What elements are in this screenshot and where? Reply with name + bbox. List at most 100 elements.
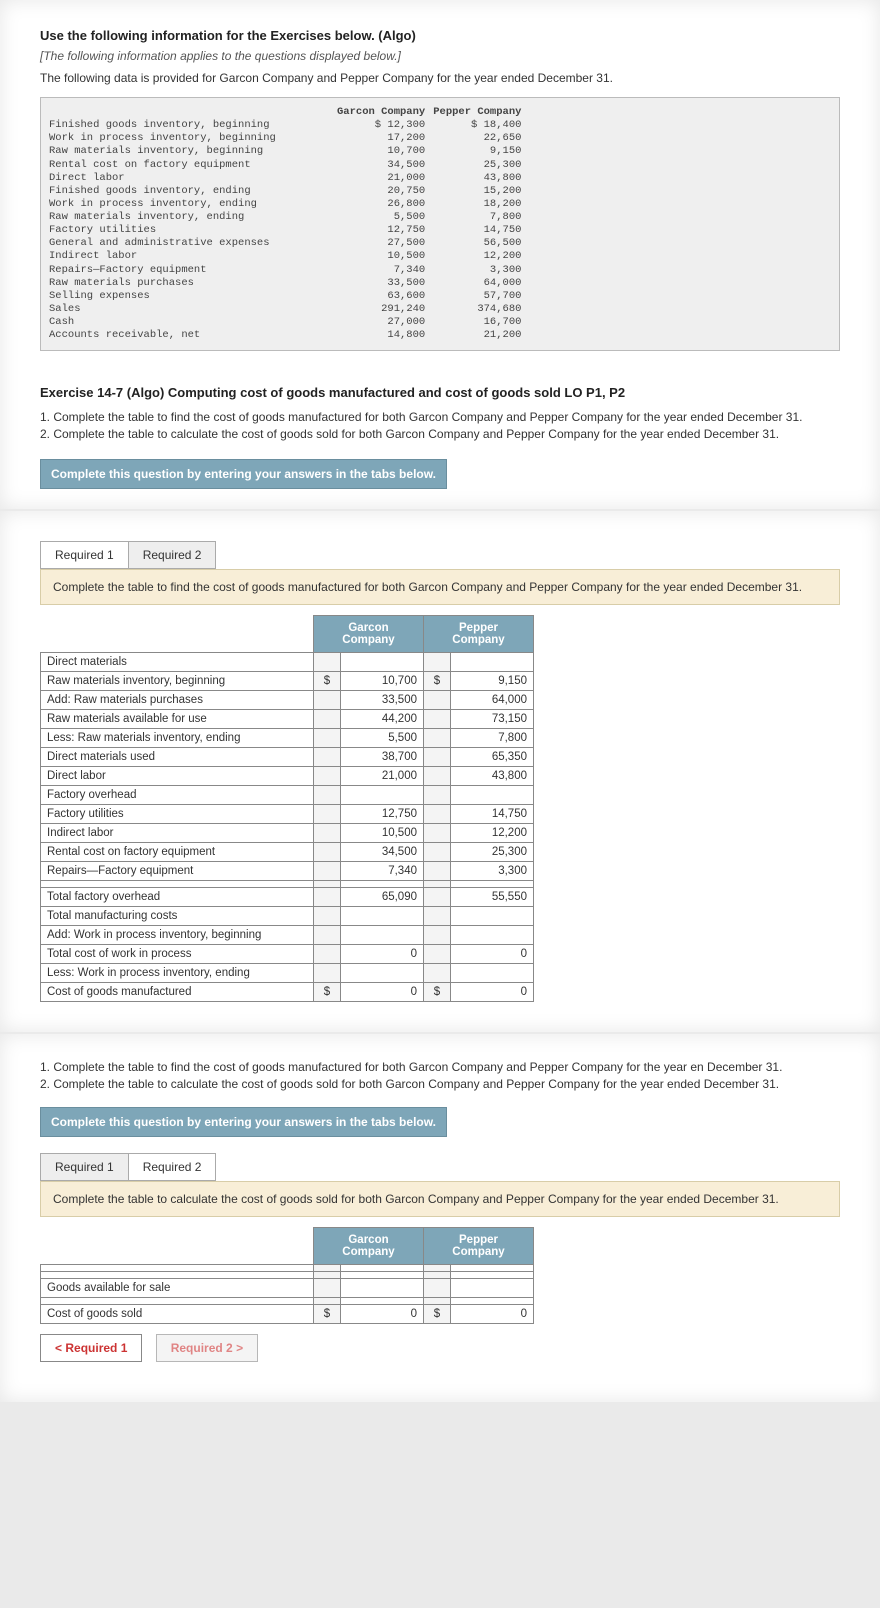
pepper-value[interactable]: 7,800	[451, 729, 534, 748]
garcon-value[interactable]: 33,500	[341, 691, 424, 710]
mono-garcon: 63,600	[337, 290, 433, 303]
row-label[interactable]: Direct materials	[41, 653, 314, 672]
garcon-value[interactable]: 10,700	[341, 672, 424, 691]
mono-garcon: 20,750	[337, 185, 433, 198]
garcon-value[interactable]	[341, 1265, 424, 1272]
row-label[interactable]: Raw materials inventory, beginning	[41, 672, 314, 691]
garcon-value[interactable]	[341, 1272, 424, 1279]
garcon-value[interactable]: 5,500	[341, 729, 424, 748]
nav-next-button[interactable]: Required 2 >	[156, 1334, 258, 1362]
currency-cell	[314, 1272, 341, 1279]
mono-label: Raw materials inventory, ending	[49, 211, 337, 224]
row-label[interactable]	[41, 1272, 314, 1279]
garcon-value[interactable]	[341, 1279, 424, 1298]
currency-cell	[424, 881, 451, 888]
pepper-value[interactable]: 25,300	[451, 843, 534, 862]
garcon-value[interactable]: 21,000	[341, 767, 424, 786]
garcon-value[interactable]: 0	[341, 945, 424, 964]
row-label[interactable]: Indirect labor	[41, 824, 314, 843]
row-label[interactable]: Total manufacturing costs	[41, 907, 314, 926]
mono-label: General and administrative expenses	[49, 237, 337, 250]
row-label[interactable]: Raw materials available for use	[41, 710, 314, 729]
pepper-value[interactable]: 43,800	[451, 767, 534, 786]
garcon-value[interactable]: 12,750	[341, 805, 424, 824]
row-label[interactable]: Direct materials used	[41, 748, 314, 767]
row-label[interactable]: Add: Raw materials purchases	[41, 691, 314, 710]
pepper-value[interactable]: 55,550	[451, 888, 534, 907]
currency-cell	[424, 729, 451, 748]
pepper-value[interactable]: 0	[451, 945, 534, 964]
garcon-value[interactable]: 38,700	[341, 748, 424, 767]
pepper-value[interactable]	[451, 786, 534, 805]
nav-prev-button[interactable]: < Required 1	[40, 1334, 142, 1362]
tab-required-2[interactable]: Required 2	[128, 541, 217, 569]
mono-garcon: 12,750	[337, 224, 433, 237]
pepper-value[interactable]	[451, 1265, 534, 1272]
pepper-value[interactable]	[451, 881, 534, 888]
garcon-value[interactable]: 0	[341, 983, 424, 1002]
row-label[interactable]: Factory overhead	[41, 786, 314, 805]
tab2-required-2[interactable]: Required 2	[128, 1153, 217, 1181]
row-label[interactable]: Add: Work in process inventory, beginnin…	[41, 926, 314, 945]
garcon-value[interactable]: 34,500	[341, 843, 424, 862]
pepper-value[interactable]	[451, 653, 534, 672]
currency-cell	[314, 805, 341, 824]
garcon-value[interactable]	[341, 926, 424, 945]
row-label[interactable]	[41, 1265, 314, 1272]
pepper-value[interactable]: 0	[451, 983, 534, 1002]
garcon-value[interactable]	[341, 1298, 424, 1305]
row-label[interactable]: Cost of goods manufactured	[41, 983, 314, 1002]
mono-label: Rental cost on factory equipment	[49, 159, 337, 172]
garcon-value[interactable]	[341, 786, 424, 805]
pepper-value[interactable]	[451, 964, 534, 983]
garcon-value[interactable]	[341, 653, 424, 672]
garcon-value[interactable]	[341, 964, 424, 983]
row-label[interactable]: Less: Work in process inventory, ending	[41, 964, 314, 983]
row-label[interactable]: Total cost of work in process	[41, 945, 314, 964]
garcon-value[interactable]: 10,500	[341, 824, 424, 843]
garcon-value[interactable]	[341, 907, 424, 926]
pepper-value[interactable]: 3,300	[451, 862, 534, 881]
mono-label: Work in process inventory, ending	[49, 198, 337, 211]
row-label[interactable]: Rental cost on factory equipment	[41, 843, 314, 862]
mono-label: Direct labor	[49, 172, 337, 185]
col2-pepper-h: Pepper Company	[424, 1228, 534, 1265]
currency-cell	[424, 805, 451, 824]
pepper-value[interactable]: 73,150	[451, 710, 534, 729]
pepper-value[interactable]	[451, 1279, 534, 1298]
row-label[interactable]: Direct labor	[41, 767, 314, 786]
pepper-value[interactable]	[451, 1272, 534, 1279]
pepper-value[interactable]: 64,000	[451, 691, 534, 710]
row-label[interactable]	[41, 1298, 314, 1305]
garcon-value[interactable]: 65,090	[341, 888, 424, 907]
garcon-value[interactable]: 44,200	[341, 710, 424, 729]
mono-label: Factory utilities	[49, 224, 337, 237]
pepper-value[interactable]: 65,350	[451, 748, 534, 767]
row-label[interactable]: Factory utilities	[41, 805, 314, 824]
pepper-value[interactable]: 0	[451, 1305, 534, 1324]
row-label[interactable]: Cost of goods sold	[41, 1305, 314, 1324]
currency-cell	[424, 926, 451, 945]
pepper-value[interactable]: 12,200	[451, 824, 534, 843]
mono-garcon: 5,500	[337, 211, 433, 224]
row-label[interactable]: Goods available for sale	[41, 1279, 314, 1298]
mono-garcon: 34,500	[337, 159, 433, 172]
pepper-value[interactable]	[451, 926, 534, 945]
row-label[interactable]	[41, 881, 314, 888]
tab-required-1[interactable]: Required 1	[40, 541, 129, 569]
currency-cell	[314, 843, 341, 862]
tab2-required-1[interactable]: Required 1	[40, 1153, 129, 1181]
row-label[interactable]: Less: Raw materials inventory, ending	[41, 729, 314, 748]
garcon-value[interactable]	[341, 881, 424, 888]
col-garcon-h: Garcon Company	[314, 616, 424, 653]
garcon-value[interactable]: 7,340	[341, 862, 424, 881]
pepper-value[interactable]	[451, 907, 534, 926]
pepper-value[interactable]: 14,750	[451, 805, 534, 824]
pepper-value[interactable]	[451, 1298, 534, 1305]
row-label[interactable]: Total factory overhead	[41, 888, 314, 907]
pepper-value[interactable]: 9,150	[451, 672, 534, 691]
mono-pepper: 3,300	[433, 264, 529, 277]
garcon-value[interactable]: 0	[341, 1305, 424, 1324]
row-label[interactable]: Repairs—Factory equipment	[41, 862, 314, 881]
currency-cell	[314, 964, 341, 983]
